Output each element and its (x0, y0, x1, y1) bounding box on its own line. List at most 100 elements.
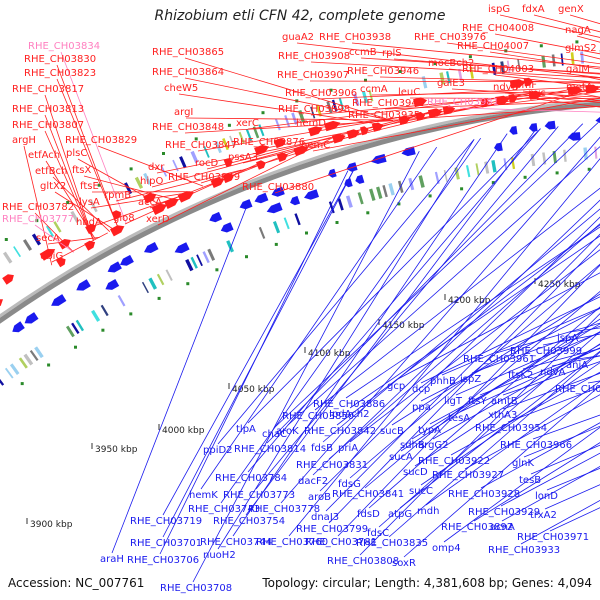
leader-line (242, 94, 525, 164)
feature-stripe (0, 378, 5, 386)
gene-label-RHE_CH03754: RHE_CH03754 (213, 516, 285, 527)
gene-label-RHE_CH03933: RHE_CH03933 (488, 545, 560, 556)
gene-arrow (12, 321, 25, 333)
gene-arrow (105, 279, 120, 290)
gene-arrow (355, 174, 365, 184)
leader-line (384, 100, 600, 110)
axis-label-3900-kbp: 3900 kbp (30, 520, 73, 530)
leader-line (420, 362, 600, 486)
feature-stripe (284, 115, 291, 128)
gene-label-soxR: soxR (392, 558, 416, 569)
gene-label-RHE_CH03777: RHE_CH03777 (2, 214, 74, 225)
gene-label-tesB: tesB (519, 475, 541, 486)
gene-label-aniA: aniA (566, 360, 588, 371)
feature-stripe (70, 210, 80, 223)
gene-label-ppa: ppa (412, 402, 431, 413)
feature-stripe (283, 217, 290, 230)
leader-line (368, 306, 600, 509)
gene-arrow (344, 178, 353, 188)
gene-label-mdh: mdh (417, 506, 439, 517)
axis-label-4050-kbp: 4050 kbp (232, 385, 275, 395)
feature-stripe (368, 89, 374, 102)
tick-dot (398, 70, 402, 73)
gene-label-leuC: leuC (398, 87, 420, 98)
feature-stripe (310, 106, 316, 119)
gene-arrow (254, 192, 269, 204)
feature-stripe (345, 195, 353, 208)
tick-dot (97, 183, 101, 187)
gene-label-RHE_CH03782: RHE_CH03782 (2, 202, 74, 213)
gene-label-sucD: sucD (403, 467, 428, 478)
leader-line (162, 168, 355, 516)
gene-label-dnaJ3: dnaJ3 (311, 512, 339, 523)
leader-line (432, 344, 600, 440)
leader-line (489, 51, 600, 70)
gene-label-RHE_CH03886: RHE_CH03886 (313, 399, 385, 410)
gene-label-RHE_CH03928: RHE_CH03928 (448, 489, 520, 500)
gene-label-ftsY: ftsY (468, 396, 487, 407)
leader-line (473, 442, 600, 522)
gene-label-tesA: tesA (448, 413, 470, 424)
gene-arrow (346, 162, 358, 172)
feature-stripe (45, 225, 55, 237)
gene-label-ccmB: ccmB (349, 47, 377, 58)
leader-line (97, 145, 204, 187)
leader-line (273, 122, 599, 429)
leader-line (579, 53, 600, 60)
gene-label-hipO: hipO (140, 176, 163, 187)
tick-dot (157, 296, 161, 300)
leader-line (34, 212, 74, 253)
gene-label-ndvB: ndvB (493, 82, 519, 93)
gene-label-RHE_CH03976: RHE_CH03976 (414, 32, 486, 43)
gene-label-fdsC: fdsC (367, 528, 389, 539)
leader-line (328, 243, 600, 524)
gene-label-RHE_CH03999: RHE_CH03999 (510, 346, 582, 357)
tick-dot (397, 202, 401, 206)
leader-line (399, 350, 600, 509)
feature-stripe (337, 198, 344, 211)
reverse-gene-track-2 (105, 132, 581, 290)
gene-label-RHE_CH03892: RHE_CH03892 (441, 522, 513, 533)
tick-dot (433, 62, 437, 66)
leader-line (157, 137, 334, 226)
feature-stripe (465, 165, 471, 178)
tick-dot (74, 345, 77, 349)
leader-line (360, 57, 600, 74)
feature-stripe (100, 304, 109, 317)
gene-label-fdsG: fdsG (338, 479, 361, 490)
gene-label-trxA2: trxA2 (530, 510, 557, 521)
leader-line (184, 77, 393, 122)
gene-label-RHE_CH03929: RHE_CH03929 (468, 507, 540, 518)
gene-arrow (304, 189, 319, 200)
feature-stripe (9, 363, 20, 376)
gene-label-RHE_CH03906: RHE_CH03906 (285, 88, 357, 99)
leader-line (403, 385, 600, 558)
leader-line (450, 371, 600, 456)
gene-label-fdsB: fdsB (311, 443, 333, 454)
gene-label-RHE_CH03781: RHE_CH03781 (305, 537, 377, 548)
map-title: Rhizobium etli CFN 42, complete genome (154, 8, 446, 24)
feature-stripe (530, 153, 536, 167)
feature-stripe (141, 281, 149, 294)
feature-stripe (258, 226, 266, 239)
axis-label-3950-kbp: 3950 kbp (95, 445, 138, 455)
gene-label-gcp: gcp (387, 381, 405, 392)
gene-label-RHE_CH03814: RHE_CH03814 (234, 444, 306, 455)
feature-stripe (328, 201, 335, 214)
gene-label-rocD: rocD (195, 158, 219, 169)
feature-stripe (31, 233, 41, 246)
tick-dot (335, 221, 339, 224)
feature-stripe (331, 99, 338, 112)
genome-summary: Topology: circular; Length: 4,381,608 bp… (262, 576, 592, 590)
gene-arrow (266, 202, 283, 214)
gene-arrow (442, 105, 456, 115)
leader-line (52, 176, 111, 232)
gene-label-RHE_CH03864: RHE_CH03864 (152, 67, 224, 78)
feature-stripe (510, 156, 516, 170)
leader-line (317, 85, 600, 100)
leader-line (411, 323, 600, 440)
leader-line (159, 170, 349, 555)
leader-line (309, 80, 600, 83)
leader-line (494, 33, 600, 55)
